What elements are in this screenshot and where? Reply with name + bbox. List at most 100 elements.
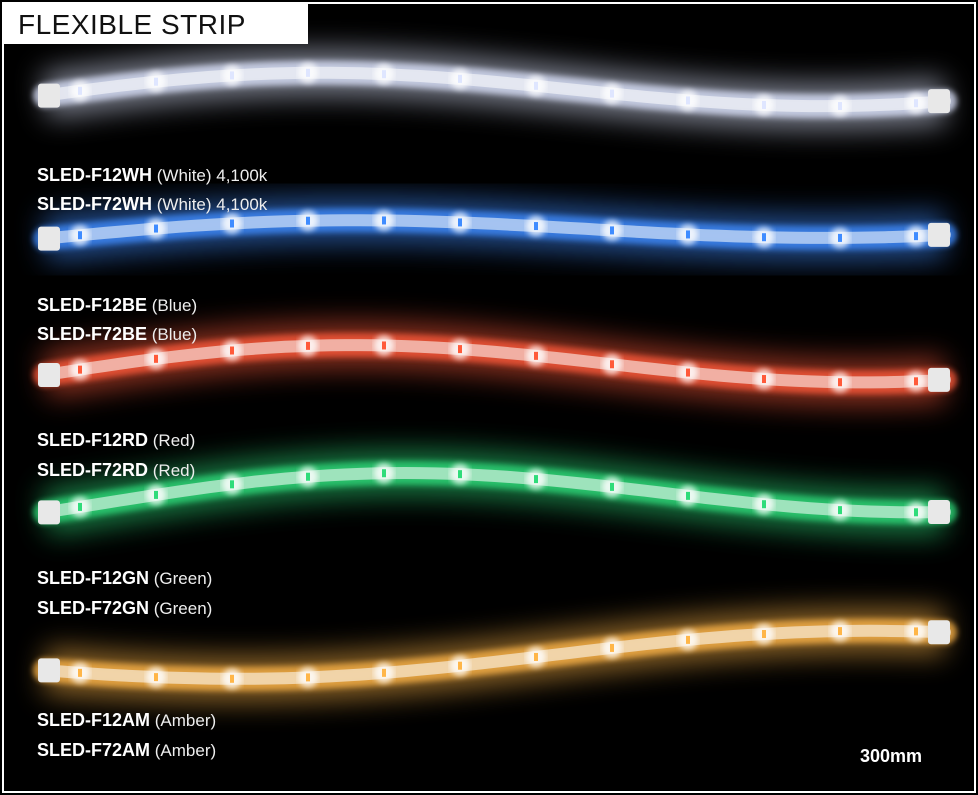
model-code: SLED-F12BE	[37, 295, 148, 315]
led	[838, 378, 842, 387]
led	[838, 506, 842, 515]
led	[230, 480, 234, 489]
led	[382, 469, 386, 478]
led	[230, 71, 234, 80]
model-desc: (Amber)	[154, 741, 217, 760]
model-label: SLED-F72WH (White) 4,100k	[37, 194, 267, 215]
model-label: SLED-F72AM (Amber)	[37, 740, 216, 761]
led	[78, 365, 82, 374]
led	[230, 219, 234, 228]
led	[534, 81, 538, 90]
led	[914, 377, 918, 386]
led	[838, 233, 842, 242]
model-label: SLED-F72RD (Red)	[37, 460, 195, 481]
led	[914, 627, 918, 636]
led	[686, 368, 690, 377]
led	[458, 661, 462, 670]
led	[78, 86, 82, 95]
model-desc: (White) 4,100k	[156, 166, 268, 185]
strip-core	[39, 214, 951, 245]
led	[534, 351, 538, 360]
led	[458, 470, 462, 479]
led	[762, 630, 766, 639]
strip-end	[38, 658, 60, 683]
model-label: SLED-F72BE (Blue)	[37, 324, 197, 345]
led	[458, 218, 462, 227]
model-code: SLED-F12WH	[37, 165, 153, 185]
led	[534, 222, 538, 231]
led	[686, 491, 690, 500]
strip-core	[39, 624, 951, 685]
led	[306, 673, 310, 682]
strip-end	[928, 367, 950, 392]
led	[230, 674, 234, 683]
model-code: SLED-F72AM	[37, 740, 151, 760]
led	[458, 74, 462, 83]
scale-label: 300mm	[860, 746, 923, 766]
model-code: SLED-F72RD	[37, 460, 149, 480]
led	[154, 673, 158, 682]
title: FLEXIBLE STRIP	[4, 4, 308, 44]
model-desc: (Amber)	[154, 711, 217, 730]
strip-end	[928, 89, 950, 114]
strip-end	[928, 620, 950, 645]
led	[534, 475, 538, 484]
strip-core	[39, 466, 951, 519]
model-label: SLED-F12GN (Green)	[37, 568, 212, 589]
model-desc: (Green)	[153, 599, 213, 618]
led	[914, 99, 918, 108]
model-label: SLED-F12RD (Red)	[37, 430, 195, 451]
model-desc: (Blue)	[151, 296, 198, 315]
model-code: SLED-F12AM	[37, 710, 151, 730]
model-desc: (Red)	[152, 461, 196, 480]
model-code: SLED-F72WH	[37, 194, 153, 214]
led	[610, 360, 614, 369]
model-desc: (White) 4,100k	[156, 195, 268, 214]
led	[306, 341, 310, 350]
model-label: SLED-F72GN (Green)	[37, 598, 212, 619]
led	[306, 472, 310, 481]
model-code: SLED-F72GN	[37, 598, 150, 618]
led	[762, 233, 766, 242]
led	[154, 354, 158, 363]
led	[838, 627, 842, 636]
led	[534, 652, 538, 661]
led	[686, 230, 690, 239]
led	[306, 216, 310, 225]
model-desc: (Red)	[152, 431, 196, 450]
led	[762, 100, 766, 109]
led	[154, 224, 158, 233]
led	[382, 70, 386, 79]
led	[382, 668, 386, 677]
strip-end	[38, 363, 60, 387]
model-desc: (Green)	[153, 569, 213, 588]
led	[610, 89, 614, 98]
model-code: SLED-F12RD	[37, 430, 149, 450]
strip-end	[38, 500, 60, 525]
led	[78, 668, 82, 677]
led	[610, 482, 614, 491]
model-label: SLED-F12AM (Amber)	[37, 710, 216, 731]
strip-end	[38, 83, 60, 108]
model-label: SLED-F12WH (White) 4,100k	[37, 165, 267, 186]
model-code: SLED-F72BE	[37, 324, 148, 344]
led	[610, 226, 614, 235]
model-label: SLED-F12BE (Blue)	[37, 295, 197, 316]
led	[306, 68, 310, 77]
led	[686, 96, 690, 105]
led	[838, 102, 842, 111]
led	[914, 508, 918, 517]
led	[610, 643, 614, 652]
led	[762, 375, 766, 384]
led	[458, 345, 462, 354]
strip-end	[38, 226, 60, 251]
strip-core	[39, 339, 951, 389]
led	[78, 231, 82, 240]
led	[154, 77, 158, 86]
strip-end	[928, 222, 950, 247]
model-code: SLED-F12GN	[37, 568, 150, 588]
led	[914, 232, 918, 241]
